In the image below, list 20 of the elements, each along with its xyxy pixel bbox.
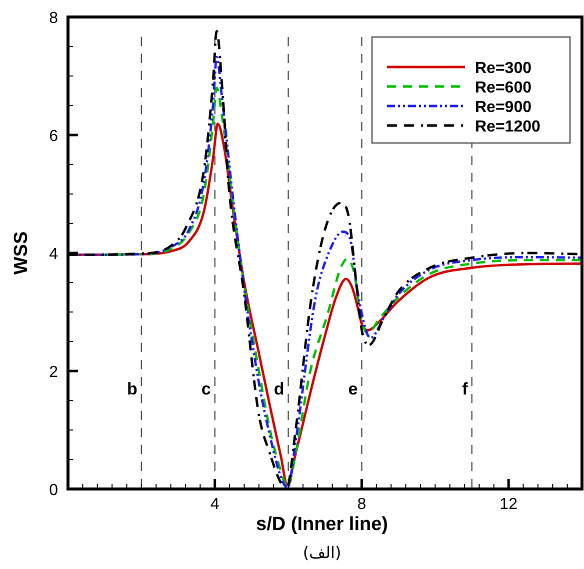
x-tick-label: 4 bbox=[210, 496, 220, 513]
annotation: (الف) bbox=[302, 543, 342, 562]
y-tick-label: 8 bbox=[49, 10, 58, 27]
ref-line-label: e bbox=[348, 380, 358, 399]
y-tick-label: 4 bbox=[49, 246, 58, 263]
y-tick-label: 0 bbox=[49, 482, 58, 499]
ref-line-label: f bbox=[462, 380, 468, 399]
ref-line-label: c bbox=[201, 380, 211, 399]
legend-label: Re=900 bbox=[475, 99, 532, 116]
ref-line-label: d bbox=[274, 380, 284, 399]
x-tick-label: 8 bbox=[357, 496, 366, 513]
y-axis-title: WSS bbox=[11, 231, 32, 275]
legend-label: Re=1200 bbox=[475, 118, 540, 136]
legend-label: Re=600 bbox=[475, 80, 532, 96]
y-tick-label: 6 bbox=[49, 128, 58, 145]
legend-label: Re=300 bbox=[475, 60, 532, 77]
x-axis-title: s/D (Inner line) bbox=[256, 514, 388, 535]
y-tick-label: 2 bbox=[49, 364, 58, 381]
x-tick-label: 12 bbox=[500, 496, 518, 513]
ref-line-label: b bbox=[127, 380, 138, 399]
